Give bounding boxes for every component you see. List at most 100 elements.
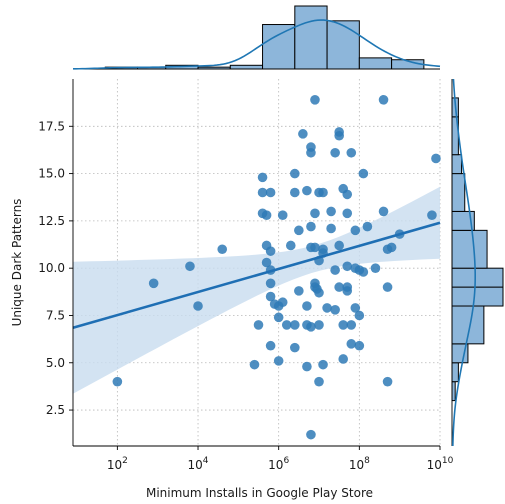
- data-point: [342, 286, 353, 296]
- data-point: [322, 303, 332, 313]
- data-point: [290, 187, 300, 198]
- top-hist-bar: [229, 64, 264, 70]
- data-point: [330, 304, 340, 315]
- data-point: [350, 303, 361, 313]
- y-axis-ticks: 2.5 5.0 7.5 10.0 12.5 15.0 17.5: [38, 119, 73, 417]
- data-point: [378, 95, 389, 105]
- right-hist-bar: [451, 381, 456, 402]
- data-point: [265, 340, 276, 351]
- data-point: [273, 356, 284, 366]
- x-axis-label: Minimum Installs in Google Play Store: [146, 486, 373, 500]
- data-point: [265, 291, 276, 302]
- x-tick-label: 106: [268, 456, 289, 472]
- x-tick-label: 102: [107, 456, 128, 472]
- data-point: [346, 339, 357, 349]
- data-point: [382, 282, 393, 292]
- data-point: [310, 242, 320, 253]
- data-point: [310, 208, 320, 219]
- data-point: [148, 278, 159, 289]
- y-tick-label: 12.5: [38, 214, 65, 228]
- data-point: [281, 320, 292, 330]
- right-hist-bar: [451, 173, 466, 212]
- data-point: [306, 147, 316, 158]
- data-point: [334, 282, 344, 292]
- y-tick-label: 10.0: [38, 261, 65, 275]
- data-point: [354, 310, 365, 321]
- data-point: [318, 359, 328, 370]
- x-tick-label: 1010: [427, 456, 454, 472]
- data-point: [277, 210, 288, 221]
- data-point: [326, 206, 336, 217]
- data-point: [253, 320, 264, 330]
- data-point: [342, 189, 353, 200]
- data-point: [277, 297, 288, 308]
- top-hist-bar: [294, 5, 328, 70]
- x-axis-ticks: 102 104 106 108 1010: [107, 446, 454, 472]
- data-point: [217, 244, 228, 255]
- data-point: [298, 129, 308, 139]
- data-point: [342, 208, 353, 219]
- main-scatter-panel: 102 104 106 108 1010 2.5 5.0 7.5 10.0 12.5 15.0 17…: [10, 79, 454, 500]
- data-point: [185, 261, 195, 272]
- data-point: [257, 187, 268, 198]
- data-point: [358, 267, 369, 277]
- y-tick-label: 17.5: [38, 119, 65, 133]
- data-point: [386, 242, 397, 253]
- data-point: [302, 301, 312, 311]
- data-point: [257, 172, 268, 183]
- top-kde-curve: [72, 19, 441, 70]
- data-point: [302, 185, 312, 196]
- data-point: [358, 168, 369, 179]
- data-point: [310, 95, 320, 105]
- x-tick-label: 104: [188, 456, 209, 472]
- data-point: [330, 265, 340, 275]
- data-point: [306, 429, 316, 440]
- data-point: [273, 312, 284, 323]
- scatter-points: [112, 95, 441, 440]
- right-hist-bar: [451, 305, 485, 345]
- data-point: [265, 278, 276, 289]
- data-point: [265, 246, 276, 256]
- data-point: [370, 263, 381, 273]
- data-point: [342, 261, 353, 272]
- right-marginal-histogram: [451, 78, 504, 447]
- data-point: [261, 210, 272, 221]
- data-point: [112, 376, 123, 387]
- data-point: [290, 168, 300, 179]
- data-point: [354, 340, 365, 351]
- y-tick-label: 7.5: [46, 308, 65, 322]
- confidence-band: [73, 186, 440, 394]
- data-point: [285, 240, 296, 251]
- data-point: [314, 376, 324, 387]
- data-point: [346, 147, 357, 158]
- data-point: [306, 221, 316, 232]
- x-tick-label: 108: [349, 456, 370, 472]
- right-hist-bar: [451, 154, 463, 175]
- data-point: [382, 376, 393, 387]
- data-point: [318, 187, 328, 198]
- data-point: [427, 210, 437, 221]
- data-point: [350, 225, 361, 236]
- data-point: [326, 223, 336, 234]
- data-point: [290, 342, 300, 353]
- data-point: [302, 361, 312, 372]
- y-tick-label: 2.5: [46, 403, 65, 417]
- data-point: [249, 359, 260, 370]
- top-marginal-histogram: [72, 5, 441, 70]
- top-hist-bar: [262, 24, 296, 70]
- axis-spines: [72, 79, 440, 447]
- data-point: [193, 301, 203, 311]
- data-point: [334, 240, 344, 251]
- data-point: [431, 153, 441, 164]
- y-tick-label: 15.0: [38, 167, 65, 181]
- data-point: [314, 320, 324, 330]
- right-hist-bar: [451, 286, 504, 307]
- data-point: [306, 322, 316, 332]
- data-point: [346, 320, 357, 330]
- right-hist-bar: [451, 362, 459, 383]
- right-hist-bar: [451, 229, 488, 269]
- data-point: [338, 320, 349, 330]
- regression-line: [72, 221, 441, 330]
- top-hist-bar: [358, 57, 393, 70]
